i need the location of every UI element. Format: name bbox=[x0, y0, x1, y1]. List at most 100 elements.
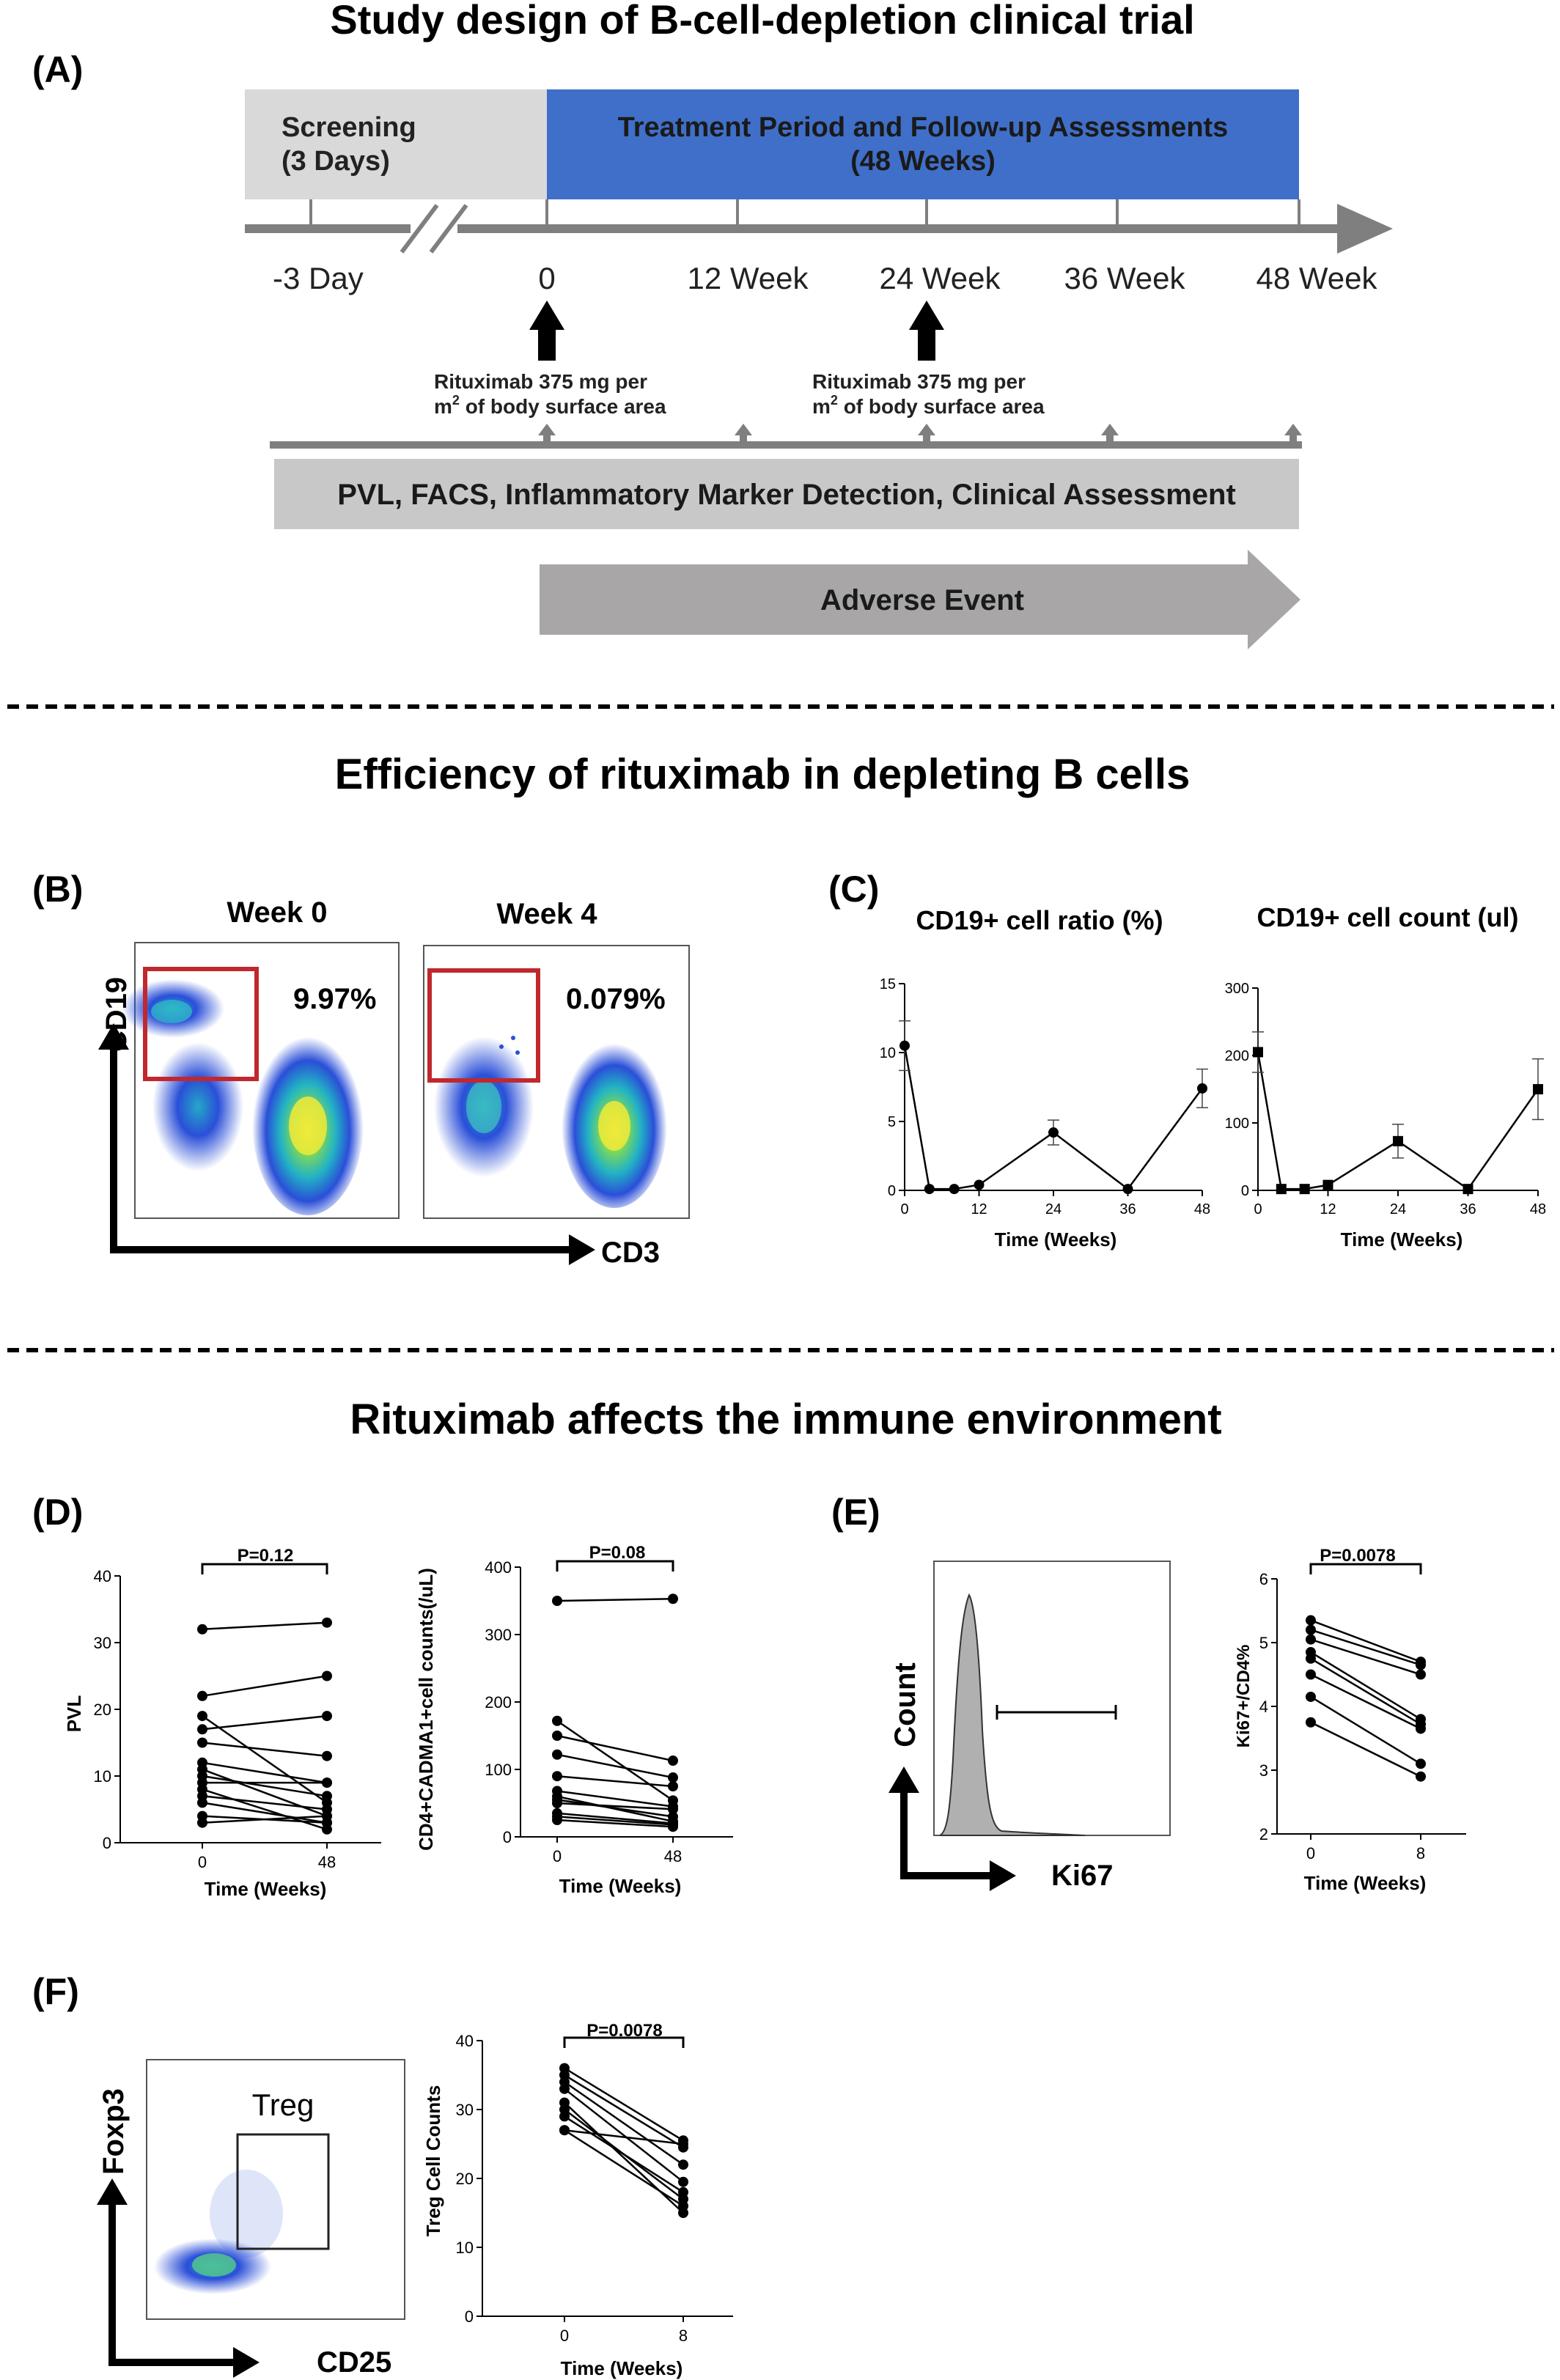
pair-line bbox=[202, 1714, 328, 1731]
week4-label: Week 4 bbox=[496, 898, 597, 930]
data-point bbox=[1533, 1084, 1543, 1094]
data-point bbox=[197, 1737, 207, 1748]
data-point bbox=[899, 1040, 910, 1051]
data-point bbox=[1306, 1615, 1316, 1626]
dose-arrow-week0 bbox=[529, 301, 564, 361]
screening-box bbox=[245, 89, 547, 199]
data-point bbox=[322, 1617, 332, 1628]
panel-d-label: (D) bbox=[32, 1492, 83, 1533]
data-point bbox=[552, 1815, 562, 1825]
pair-line bbox=[564, 2067, 684, 2142]
panel-f: (F) Treg Foxp3 CD25 0 10 20 30 40 0 8 Time (We… bbox=[32, 1971, 733, 2379]
x-tick-label: 0 bbox=[1306, 1844, 1315, 1863]
y-tick-label: 6 bbox=[1259, 1570, 1268, 1588]
panel-c: (C) CD19+ cell ratio (%) CD19+ cell coun… bbox=[828, 869, 1546, 1250]
pair-line bbox=[202, 1815, 328, 1824]
x-tick-label: 8 bbox=[679, 2326, 688, 2345]
x-tick-label: 12 bbox=[1320, 1201, 1336, 1217]
pair-line bbox=[556, 1775, 674, 1788]
cd19-axis-label: CD19 bbox=[100, 977, 133, 1052]
data-point bbox=[1306, 1634, 1316, 1645]
panel-a-label: (A) bbox=[32, 49, 83, 90]
x-tick-label: 24 bbox=[1045, 1201, 1062, 1217]
x-tick-label: 12 bbox=[971, 1201, 987, 1217]
dose-arrow-week24 bbox=[909, 301, 944, 361]
treg-axes-arrows bbox=[97, 2178, 260, 2378]
data-point bbox=[552, 1749, 562, 1760]
data-point bbox=[322, 1670, 332, 1681]
y-tick-label: 200 bbox=[485, 1693, 512, 1712]
y-tick-label: 0 bbox=[888, 1183, 896, 1199]
chart-d2-xlabel: Time (Weeks) bbox=[559, 1875, 682, 1897]
panel-b-label: (B) bbox=[32, 869, 83, 910]
data-point bbox=[552, 1715, 562, 1726]
pair-line bbox=[556, 1812, 674, 1824]
y-tick-label: 100 bbox=[485, 1761, 512, 1779]
y-tick-label: 0 bbox=[465, 2307, 474, 2326]
data-point bbox=[678, 2176, 688, 2187]
dose2-text-line2: m2 of body surface area bbox=[812, 393, 1045, 418]
x-tick-label: 0 bbox=[198, 1853, 207, 1871]
x-tick-label: 0 bbox=[1254, 1201, 1262, 1217]
data-point bbox=[552, 1771, 562, 1782]
y-tick-label: 30 bbox=[94, 1634, 111, 1652]
data-point bbox=[1306, 1669, 1316, 1680]
significance-bracket bbox=[556, 1560, 674, 1572]
pair-line bbox=[202, 1788, 328, 1830]
chart-e-pvalue: P=0.0078 bbox=[1320, 1546, 1395, 1566]
data-point bbox=[197, 1624, 207, 1635]
y-tick-label: 2 bbox=[1259, 1825, 1268, 1843]
data-point bbox=[1276, 1184, 1287, 1195]
chart-cd19-ratio: 0 5 10 15 0 12 24 36 48 bbox=[880, 976, 1210, 1217]
y-tick-label: 30 bbox=[456, 2101, 474, 2119]
pair-line bbox=[564, 2115, 684, 2193]
pair-line bbox=[202, 1675, 328, 1698]
pair-line bbox=[202, 1775, 328, 1797]
timepoint-36: 36 Week bbox=[1064, 261, 1186, 295]
significance-bracket bbox=[1309, 1563, 1422, 1574]
data-point bbox=[1462, 1184, 1473, 1195]
treg-gate-label: Treg bbox=[252, 2088, 314, 2122]
chart-c1-title: CD19+ cell ratio (%) bbox=[916, 905, 1163, 935]
timeline-axis bbox=[245, 199, 1393, 254]
cd25-axis-label: CD25 bbox=[317, 2346, 391, 2379]
treatment-box bbox=[547, 89, 1299, 199]
treg-gate bbox=[236, 2133, 330, 2250]
data-point bbox=[668, 1781, 678, 1791]
y-tick-label: 300 bbox=[1225, 981, 1249, 997]
panel-c-label: (C) bbox=[828, 869, 879, 910]
data-point bbox=[678, 2186, 688, 2197]
dose1-text-line1: Rituximab 375 mg per bbox=[434, 370, 647, 393]
chart-c2-xlabel: Time (Weeks) bbox=[1341, 1228, 1463, 1250]
chart-e-xlabel: Time (Weeks) bbox=[1304, 1872, 1427, 1894]
pair-line bbox=[556, 1799, 674, 1818]
data-point bbox=[197, 1711, 207, 1722]
timepoint-48: 48 Week bbox=[1257, 261, 1378, 295]
chart-pvl: 0 10 20 30 40 0 48 bbox=[94, 1563, 381, 1871]
pair-line bbox=[1310, 1657, 1421, 1725]
data-point bbox=[322, 1791, 332, 1802]
x-tick-label: 48 bbox=[1530, 1201, 1546, 1217]
pair-line bbox=[1310, 1619, 1421, 1663]
y-tick-label: 300 bbox=[485, 1626, 512, 1644]
cd3-axis-label: CD3 bbox=[601, 1237, 660, 1269]
data-point bbox=[1306, 1717, 1316, 1728]
foxp3-axis-label: Foxp3 bbox=[98, 2088, 130, 2175]
ki67-histogram bbox=[933, 1561, 1171, 1836]
chart-f-xlabel: Time (Weeks) bbox=[561, 2357, 683, 2379]
data-point bbox=[668, 1804, 678, 1815]
data-point bbox=[668, 1772, 678, 1783]
chart-treg: 0 10 20 30 40 0 8 bbox=[456, 2032, 733, 2345]
significance-bracket bbox=[201, 1563, 328, 1574]
pair-line bbox=[202, 1621, 328, 1631]
pair-line bbox=[1310, 1651, 1421, 1720]
data-point bbox=[1416, 1771, 1426, 1782]
x-tick-label: 0 bbox=[900, 1201, 908, 1217]
y-tick-label: 200 bbox=[1225, 1048, 1249, 1064]
screening-label: Screening bbox=[282, 112, 416, 143]
series-line bbox=[903, 1045, 1204, 1190]
ki67-axes-arrows bbox=[888, 1766, 1016, 1891]
y-tick-label: 40 bbox=[94, 1567, 111, 1585]
gate-week0 bbox=[143, 967, 259, 1081]
